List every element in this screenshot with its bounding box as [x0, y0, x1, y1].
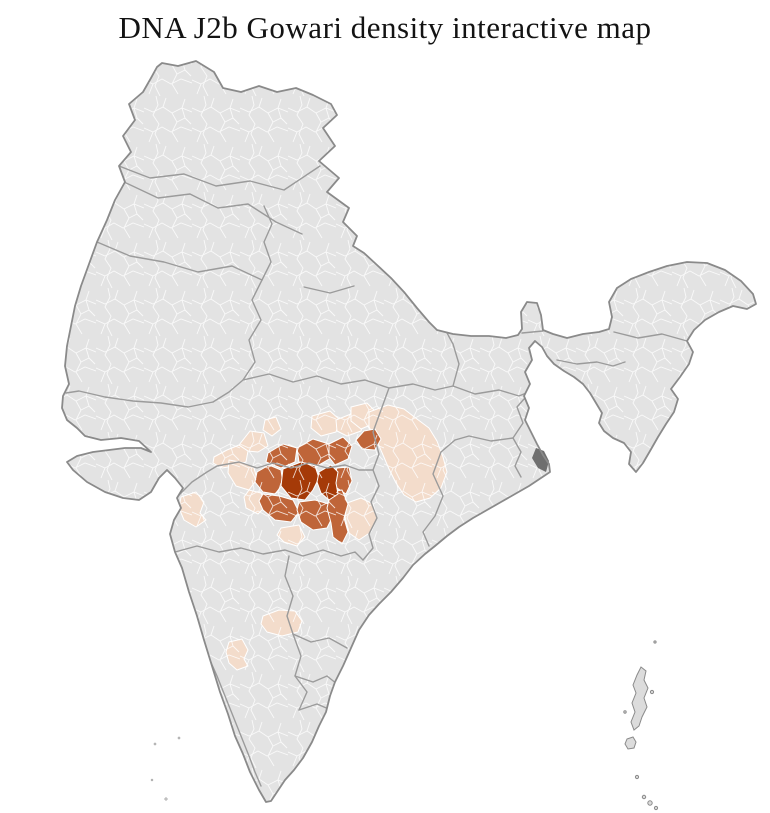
state-border — [521, 330, 544, 334]
state-border — [512, 437, 522, 478]
island[interactable] — [653, 640, 657, 644]
island[interactable] — [630, 666, 649, 731]
andaman-nicobar-islands[interactable] — [623, 640, 659, 811]
state-boundaries — [65, 165, 688, 787]
state-border — [452, 385, 532, 397]
sundarbans-delta — [532, 448, 549, 472]
state-border — [292, 633, 348, 649]
page-title: DNA J2b Gowari density interactive map — [118, 10, 652, 45]
state-border — [556, 359, 626, 367]
state-border — [362, 387, 390, 561]
state-border — [512, 390, 532, 439]
island[interactable] — [647, 800, 653, 806]
state-border — [96, 241, 263, 281]
state-border — [261, 205, 273, 281]
island[interactable] — [150, 778, 154, 782]
state-border — [174, 545, 364, 561]
island[interactable] — [649, 689, 655, 695]
lakshadweep-islands[interactable] — [150, 736, 181, 801]
state-border — [173, 461, 374, 501]
state-border — [123, 181, 303, 235]
island[interactable] — [623, 710, 627, 714]
state-border — [212, 279, 263, 403]
state-border — [446, 332, 460, 387]
state-border — [242, 373, 454, 391]
island[interactable] — [641, 794, 647, 800]
island[interactable] — [164, 797, 168, 801]
state-border — [294, 675, 338, 685]
state-border — [422, 439, 456, 547]
state-border — [454, 435, 514, 442]
island[interactable] — [153, 742, 157, 746]
state-border — [284, 555, 294, 635]
state-border — [613, 331, 688, 342]
island[interactable] — [634, 774, 640, 780]
island[interactable] — [624, 736, 637, 750]
state-border — [65, 390, 214, 408]
state-border — [303, 285, 355, 294]
island[interactable] — [177, 736, 181, 740]
state-border — [118, 165, 321, 191]
island[interactable] — [653, 805, 659, 811]
